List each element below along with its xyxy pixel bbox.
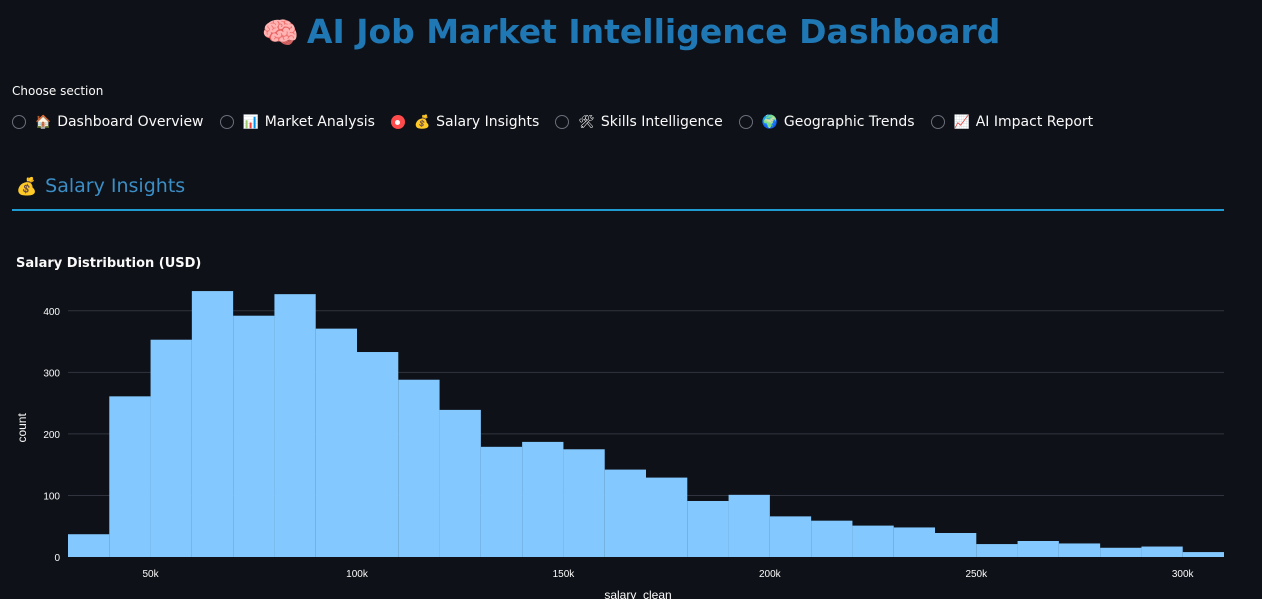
y-tick-label: 300 — [43, 368, 60, 379]
histogram-bar — [109, 396, 151, 557]
x-tick-label: 150k — [553, 569, 576, 580]
bar-chart-icon: 📊 — [242, 114, 259, 130]
histogram-bar — [274, 294, 316, 557]
x-tick-label: 200k — [759, 569, 782, 580]
radio-option-dashboard-overview[interactable]: 🏠 Dashboard Overview — [12, 114, 204, 130]
salary-histogram-chart[interactable]: 0 100 200 300 400 50k 100k 150k 200k 250k 300k sala… — [0, 280, 1262, 599]
radio-option-label: Geographic Trends — [783, 114, 915, 130]
chart-title: Salary Distribution (USD) — [16, 256, 202, 271]
histogram-bar — [769, 516, 812, 557]
histogram-bar — [522, 441, 564, 557]
section-radio-group: 🏠 Dashboard Overview 📊 Market Analysis 💰 Sala… — [12, 114, 1109, 130]
globe-icon: 🌍 — [761, 114, 778, 130]
histogram-bar — [852, 525, 894, 557]
x-tick-label: 100k — [346, 569, 369, 580]
tools-icon: 🛠 — [578, 114, 595, 130]
radio-selected-indicator[interactable] — [390, 115, 405, 129]
histogram-bar — [1100, 547, 1142, 557]
radio-option-label: AI Impact Report — [975, 114, 1094, 130]
x-tick-label: 300k — [1172, 569, 1195, 580]
histogram-bar — [687, 500, 729, 557]
section-heading: 💰 Salary Insights — [16, 175, 185, 197]
histogram-bar — [191, 291, 234, 557]
x-tick-label: 50k — [143, 569, 160, 580]
radio-option-label: Dashboard Overview — [57, 114, 204, 130]
histogram-bar — [1182, 552, 1224, 557]
histogram-bar — [68, 534, 110, 557]
y-tick-label: 400 — [43, 307, 60, 318]
histogram-bar — [398, 379, 440, 557]
histogram-bar — [893, 527, 935, 557]
radio-option-market-analysis[interactable]: 📊 Market Analysis — [219, 114, 375, 130]
histogram-bar — [1058, 543, 1101, 557]
radio-option-ai-impact-report[interactable]: 📈 AI Impact Report — [930, 114, 1094, 130]
histogram-bar — [935, 532, 977, 557]
histogram-bar — [480, 446, 523, 557]
section-radio-label: Choose section — [12, 84, 104, 98]
histogram-bar — [357, 352, 399, 557]
x-tick-label: 250k — [965, 569, 988, 580]
histogram-bar — [976, 544, 1018, 557]
house-icon: 🏠 — [35, 114, 52, 130]
histogram-bar — [563, 449, 605, 557]
page-title: 🧠 AI Job Market Intelligence Dashboard — [0, 12, 1262, 51]
histogram-bar — [1141, 546, 1183, 557]
radio-circle[interactable] — [930, 115, 945, 129]
page-title-text: AI Job Market Intelligence Dashboard — [306, 12, 1001, 51]
trend-chart-icon: 📈 — [953, 114, 970, 130]
brain-icon: 🧠 — [261, 16, 299, 51]
histogram-bar — [604, 469, 646, 557]
histogram-bar — [233, 315, 275, 557]
y-tick-label: 100 — [43, 491, 60, 502]
y-tick-label: 0 — [54, 553, 60, 564]
radio-option-label: Market Analysis — [264, 114, 375, 130]
histogram-bar — [315, 328, 357, 557]
histogram-bar — [728, 494, 770, 557]
money-bag-icon: 💰 — [16, 177, 38, 197]
radio-circle[interactable] — [738, 115, 753, 129]
radio-option-label: Skills Intelligence — [600, 114, 723, 130]
section-divider — [12, 209, 1224, 211]
section-heading-text: Salary Insights — [45, 175, 186, 197]
money-bag-icon: 💰 — [413, 114, 431, 130]
y-axis-title: count — [15, 413, 29, 443]
histogram-bar — [150, 339, 192, 557]
histogram-bar — [811, 520, 853, 557]
radio-option-salary-insights[interactable]: 💰 Salary Insights — [390, 114, 540, 130]
radio-option-skills-intelligence[interactable]: 🛠 Skills Intelligence — [555, 114, 723, 130]
radio-circle[interactable] — [12, 115, 26, 129]
y-tick-label: 200 — [43, 430, 60, 441]
histogram-bar — [1017, 540, 1059, 557]
histogram-bar — [439, 409, 481, 557]
radio-circle[interactable] — [555, 115, 570, 129]
radio-option-geographic-trends[interactable]: 🌍 Geographic Trends — [738, 114, 915, 130]
histogram-bar — [646, 477, 688, 557]
radio-option-label: Salary Insights — [436, 114, 540, 130]
x-axis-title: salary_clean — [604, 588, 671, 599]
radio-circle[interactable] — [219, 115, 234, 129]
